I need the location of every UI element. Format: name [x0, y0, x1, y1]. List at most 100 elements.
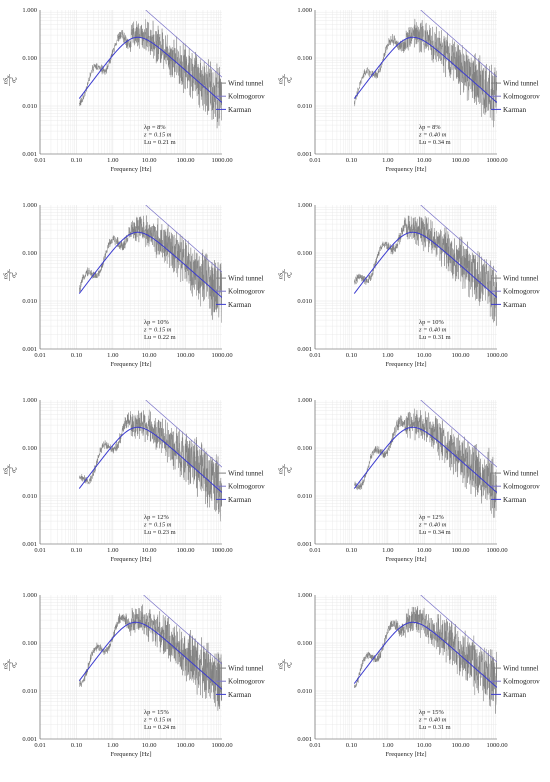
x-tick-label: 10.00	[142, 352, 157, 359]
plot-area	[78, 595, 222, 711]
x-tick-label: 1.00	[107, 547, 118, 554]
legend-label: Karman	[228, 301, 252, 309]
wind-tunnel-series	[354, 18, 497, 128]
x-tick-label: 1.00	[382, 157, 393, 164]
y-tick-label: 0.001	[22, 151, 37, 158]
plot-area	[78, 400, 222, 522]
plot-area	[353, 10, 497, 128]
chart-svg: 0.01 0.10 1.00 10.00 100.00 1000.00 1.000 0.100…	[3, 202, 266, 368]
chart-panel: 0.01 0.10 1.00 10.00 100.00 1000.00 1.000 0.100…	[275, 197, 550, 392]
annotation-z: z = 0.15 m	[143, 327, 172, 334]
kolmogorov-series	[420, 205, 497, 273]
y-label-denominator: σ2u	[284, 662, 293, 668]
y-label-denominator: σ2u	[9, 77, 18, 83]
y-label-numerator: nSu	[3, 75, 11, 85]
y-tick-label: 0.010	[22, 493, 37, 500]
x-tick-label: 1000.00	[211, 742, 232, 749]
x-axis-label: Frequency [Hz]	[111, 751, 152, 758]
x-tick-label: 10.00	[142, 157, 157, 164]
legend-label: Karman	[503, 301, 527, 309]
y-tick-label: 1.000	[297, 7, 312, 14]
legend-label: Kolmogorov	[503, 93, 540, 101]
grid	[39, 205, 222, 350]
x-tick-label: 10.00	[417, 547, 432, 554]
kolmogorov-series	[145, 205, 222, 273]
plot-area	[78, 205, 222, 323]
annotation-lambda: λp = 10%	[419, 319, 444, 326]
karman-series	[353, 426, 497, 493]
x-tick-label: 1000.00	[486, 157, 507, 164]
legend-label: Karman	[503, 106, 527, 114]
x-tick-label: 0.10	[346, 352, 357, 359]
y-label-denominator: σ2u	[284, 272, 293, 278]
y-label-numerator: nSu	[3, 465, 11, 475]
annotation-lu: Lu = 0.22 m	[144, 334, 176, 341]
y-tick-label: 0.001	[22, 346, 37, 353]
kolmogorov-series	[145, 400, 222, 468]
x-tick-label: 1000.00	[211, 157, 232, 164]
x-tick-label: 0.10	[71, 157, 82, 164]
y-tick-label: 0.001	[22, 736, 37, 743]
x-tick-label: 1000.00	[486, 352, 507, 359]
legend-label: Wind tunnel	[503, 274, 538, 282]
y-tick-label: 0.100	[22, 250, 37, 257]
legend-label: Wind tunnel	[228, 79, 263, 87]
y-label-numerator: nSu	[278, 75, 286, 85]
chart-panel: 0.01 0.10 1.00 10.00 100.00 1000.00 1.000 0.100…	[275, 587, 550, 782]
y-tick-label: 0.001	[297, 346, 312, 353]
legend-label: Karman	[228, 496, 252, 504]
y-tick-label: 0.010	[22, 298, 37, 305]
annotation-lambda: λp = 8%	[144, 124, 166, 131]
x-tick-label: 0.01	[309, 547, 320, 554]
chart-svg: 0.01 0.10 1.00 10.00 100.00 1000.00 1.000 0.100…	[3, 7, 266, 173]
annotation-lambda: λp = 12%	[144, 514, 169, 521]
y-tick-label: 0.001	[297, 736, 312, 743]
legend-label: Wind tunnel	[228, 664, 263, 672]
x-tick-label: 1000.00	[486, 742, 507, 749]
annotation-lu: Lu = 0.23 m	[144, 529, 176, 536]
y-tick-label: 0.100	[297, 55, 312, 62]
x-tick-label: 10.00	[417, 742, 432, 749]
karman-series	[78, 621, 222, 690]
x-tick-label: 100.00	[177, 547, 195, 554]
legend-label: Kolmogorov	[503, 483, 540, 491]
y-tick-label: 0.010	[297, 298, 312, 305]
annotation-lambda: λp = 8%	[419, 124, 441, 131]
y-tick-label: 0.100	[22, 55, 37, 62]
kolmogorov-series	[420, 400, 497, 468]
legend-label: Karman	[228, 106, 252, 114]
annotation-z: z = 0.15 m	[143, 717, 172, 724]
x-axis-label: Frequency [Hz]	[111, 361, 152, 368]
annotation-lambda: λp = 10%	[144, 319, 169, 326]
y-tick-label: 1.000	[297, 592, 312, 599]
legend-label: Kolmogorov	[228, 678, 265, 686]
legend-label: Karman	[503, 496, 527, 504]
x-tick-label: 100.00	[177, 352, 195, 359]
kolmogorov-series	[143, 595, 222, 665]
y-label-numerator: nSu	[278, 465, 286, 475]
annotation-z: z = 0.40 m	[418, 522, 447, 529]
chart-panel: 0.01 0.10 1.00 10.00 100.00 1000.00 1.000 0.100…	[0, 2, 275, 197]
y-tick-label: 1.000	[22, 592, 37, 599]
x-tick-label: 0.10	[71, 742, 82, 749]
y-label-denominator: σ2u	[9, 662, 18, 668]
plot-area	[353, 595, 497, 714]
annotation-z: z = 0.15 m	[143, 132, 172, 139]
x-axis-label: Frequency [Hz]	[111, 556, 152, 563]
legend-label: Kolmogorov	[228, 93, 265, 101]
x-tick-label: 10.00	[417, 157, 432, 164]
chart-svg: 0.01 0.10 1.00 10.00 100.00 1000.00 1.000 0.100…	[278, 592, 541, 758]
legend-label: Kolmogorov	[228, 288, 265, 296]
annotation-lu: Lu = 0.31 m	[419, 334, 451, 341]
y-tick-label: 0.010	[297, 103, 312, 110]
x-tick-label: 100.00	[177, 157, 195, 164]
x-tick-label: 10.00	[417, 352, 432, 359]
x-tick-label: 1.00	[107, 352, 118, 359]
wind-tunnel-series	[79, 19, 222, 129]
